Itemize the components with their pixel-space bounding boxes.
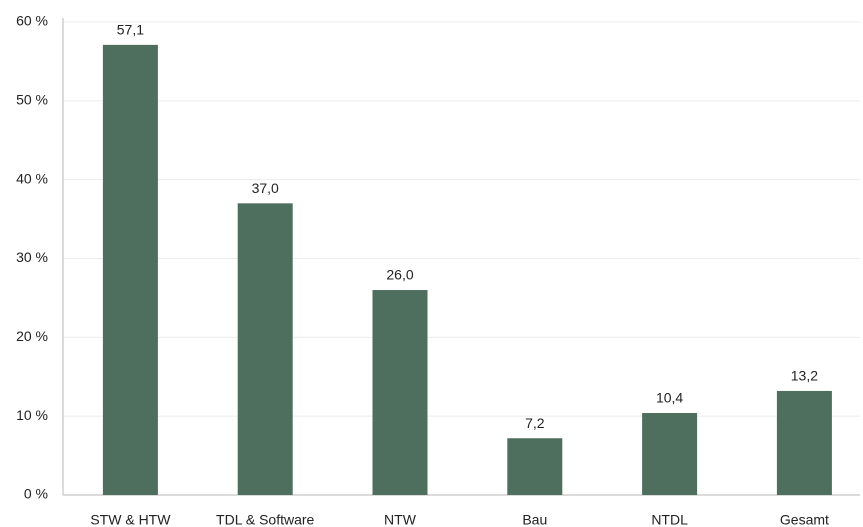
- bar: [102, 44, 158, 496]
- value-label: 26,0: [386, 267, 413, 283]
- bar: [776, 390, 832, 495]
- x-tick-label: NTW: [384, 512, 417, 527]
- x-tick-label: NTDL: [651, 512, 688, 527]
- bar: [237, 203, 293, 496]
- x-tick-label: TDL & Software: [216, 512, 315, 527]
- y-tick-label: 60 %: [16, 13, 48, 29]
- y-tick-label: 50 %: [16, 92, 48, 108]
- y-tick-label: 30 %: [16, 249, 48, 265]
- bar: [507, 438, 563, 495]
- value-label: 37,0: [252, 180, 279, 196]
- bar: [372, 290, 428, 495]
- bar: [642, 413, 698, 495]
- x-tick-label: Bau: [522, 512, 547, 527]
- value-label: 57,1: [117, 22, 144, 38]
- y-tick-label: 10 %: [16, 407, 48, 423]
- value-label: 7,2: [525, 415, 545, 431]
- y-tick-label: 40 %: [16, 170, 48, 186]
- value-label: 10,4: [656, 390, 683, 406]
- y-tick-label: 20 %: [16, 328, 48, 344]
- x-tick-label: STW & HTW: [90, 512, 171, 527]
- x-tick-label: Gesamt: [780, 512, 829, 527]
- y-tick-label: 0 %: [24, 486, 48, 502]
- value-label: 13,2: [791, 368, 818, 384]
